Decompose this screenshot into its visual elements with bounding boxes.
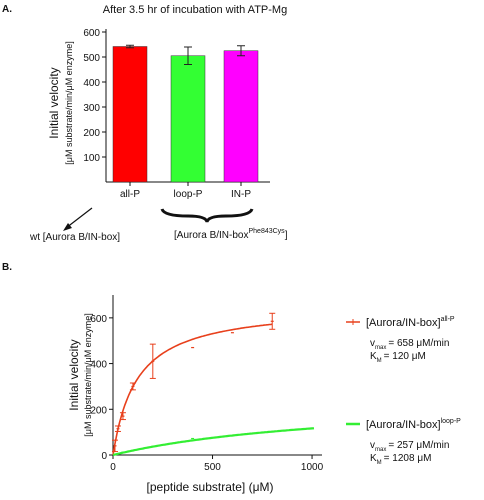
legend-all-p-label: [Aurora/IN-box]all-P	[366, 316, 455, 329]
y-tick-label: 200	[83, 128, 100, 139]
y-tick-label: 600	[83, 28, 100, 39]
bar	[112, 46, 148, 183]
y-tick-label: 0	[101, 451, 107, 462]
y-tick-label: 400	[83, 78, 100, 89]
x-tick-label: loop-P	[174, 189, 203, 200]
x-tick-label: 500	[204, 462, 221, 473]
y-tick-label: 600	[90, 314, 107, 325]
y-tick-label: 200	[90, 405, 107, 416]
y-tick-label: 500	[83, 53, 100, 64]
legend-loop-p-label: [Aurora/IN-box]loop-P	[366, 418, 461, 431]
mutant-label: [Aurora B/IN-boxPhe843Cys]	[174, 228, 288, 241]
panel-b-xlabel: [peptide substrate] (μM)	[147, 480, 274, 494]
panel-a-title: After 3.5 hr of incubation with ATP-Mg	[103, 4, 287, 16]
x-tick-label: IN-P	[231, 189, 251, 200]
bar-chart: 100 200 300 400 500 600 all-P loop-P IN-P	[83, 28, 270, 200]
legend-all-p: [Aurora/IN-box]all-P vmax = 658 μM/min KM…	[346, 316, 455, 364]
x-tick-label: 0	[110, 462, 116, 473]
brace-icon	[160, 208, 254, 223]
y-tick-label: 300	[83, 103, 100, 114]
legend-loop-p-vmax: vmax = 257 μM/min	[370, 440, 449, 453]
legend-all-p-vmax: vmax = 658 μM/min	[370, 338, 449, 351]
bar	[223, 50, 259, 183]
legend-loop-p: [Aurora/IN-box]loop-P vmax = 257 μM/min K…	[346, 418, 461, 466]
wt-label: wt [Aurora B/IN-box]	[29, 232, 120, 243]
panel-b-label: B.	[2, 262, 12, 273]
panel-b-ylabel-units: [μM substrate/min/μM enzyme]	[83, 313, 93, 436]
x-tick-label: 1000	[301, 462, 324, 473]
fit-curve-series-2	[112, 427, 315, 457]
wt-arrow	[63, 207, 93, 231]
panel-b-ylabel: Initial velocity	[67, 339, 81, 410]
panel-a-ylabel: Initial velocity	[47, 67, 61, 138]
legend-loop-p-km: KM = 1208 μM	[370, 453, 431, 466]
fit-curve-series-1	[112, 323, 273, 456]
y-tick-label: 100	[83, 153, 100, 164]
y-tick-label: 400	[90, 360, 107, 371]
kinetics-chart: 0 200 400 600 0 500 1000	[90, 295, 324, 473]
bar	[170, 55, 206, 183]
x-tick-label: all-P	[120, 189, 140, 200]
panel-a-label: A.	[2, 4, 12, 15]
panel-a-ylabel-units: [μM substrate/min/μM enzyme]	[64, 41, 74, 164]
legend-all-p-km: KM = 120 μM	[370, 351, 426, 364]
